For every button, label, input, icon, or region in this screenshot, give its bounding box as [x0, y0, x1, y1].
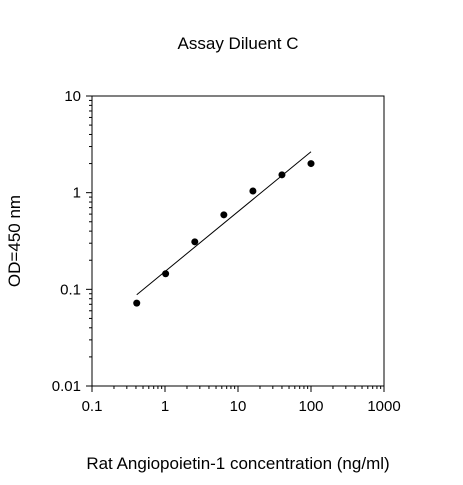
y-tick-label: 10	[64, 88, 81, 105]
y-axis-label: OD=450 nm	[5, 195, 24, 287]
data-point	[133, 299, 141, 307]
data-point	[249, 187, 257, 195]
x-axis-ticks: 0.1 1 10 100 1000	[82, 386, 401, 415]
x-tick-label: 1	[161, 398, 169, 415]
y-axis-ticks: 0.01 0.1 1 10	[52, 88, 92, 395]
data-point	[162, 270, 170, 278]
chart-title: Assay Diluent C	[178, 34, 299, 53]
data-point	[220, 211, 228, 219]
data-point	[191, 238, 199, 246]
x-tick-label: 100	[298, 398, 323, 415]
y-tick-label: 1	[73, 185, 81, 202]
data-points-layer	[133, 160, 315, 307]
x-tick-label: 1000	[367, 398, 400, 415]
x-tick-label: 10	[230, 398, 247, 415]
x-axis-label: Rat Angiopoietin-1 concentration (ng/ml)	[86, 454, 389, 473]
plot-frame	[91, 95, 385, 387]
y-tick-label: 0.1	[60, 281, 81, 298]
data-point	[278, 171, 286, 179]
data-point	[307, 160, 315, 168]
x-tick-label: 0.1	[82, 398, 103, 415]
y-tick-label: 0.01	[52, 378, 81, 395]
